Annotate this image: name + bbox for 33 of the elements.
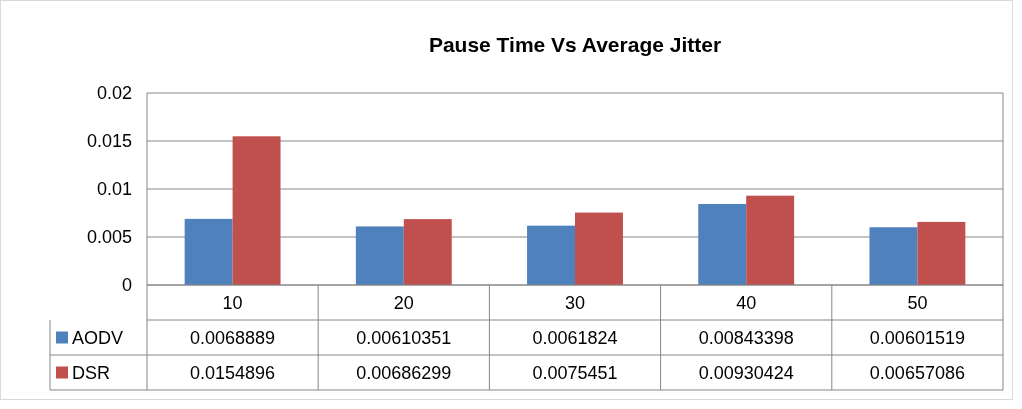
bar: [698, 204, 747, 285]
bar: [869, 227, 918, 285]
data-label: 0.0154896: [190, 362, 276, 383]
data-label: 0.00601519: [869, 327, 965, 348]
bar: [355, 226, 404, 285]
data-label: 0.00843398: [698, 327, 794, 348]
y-tick-label: 0.015: [86, 131, 132, 152]
x-tick-label: 50: [907, 292, 928, 313]
y-tick-label: 0.005: [86, 227, 132, 248]
legend-label: DSR: [72, 362, 111, 383]
bar: [403, 219, 452, 285]
data-label: 0.00686299: [356, 362, 452, 383]
data-label: 0.0075451: [532, 362, 618, 383]
x-tick-label: 20: [393, 292, 414, 313]
y-tick-label: 0.02: [96, 83, 132, 104]
bar: [575, 212, 623, 285]
chart-title: Pause Time Vs Average Jitter: [428, 33, 722, 56]
data-label: 0.00657086: [869, 362, 965, 383]
x-tick-label: 30: [564, 292, 586, 313]
legend-label: AODV: [72, 327, 124, 348]
data-label: 0.0068889: [190, 327, 276, 348]
x-tick-label: 10: [222, 292, 243, 313]
bar: [527, 225, 575, 285]
bar: [917, 221, 966, 285]
data-label: 0.0061824: [532, 327, 618, 348]
bar: [232, 136, 281, 285]
data-label: 0.00610351: [356, 327, 452, 348]
data-label: 0.00930424: [698, 362, 794, 383]
x-tick-label: 40: [736, 292, 757, 313]
bar: [746, 195, 795, 285]
y-tick-label: 0.01: [96, 179, 132, 200]
bar: [184, 218, 233, 285]
y-tick-label: 0: [121, 275, 132, 296]
